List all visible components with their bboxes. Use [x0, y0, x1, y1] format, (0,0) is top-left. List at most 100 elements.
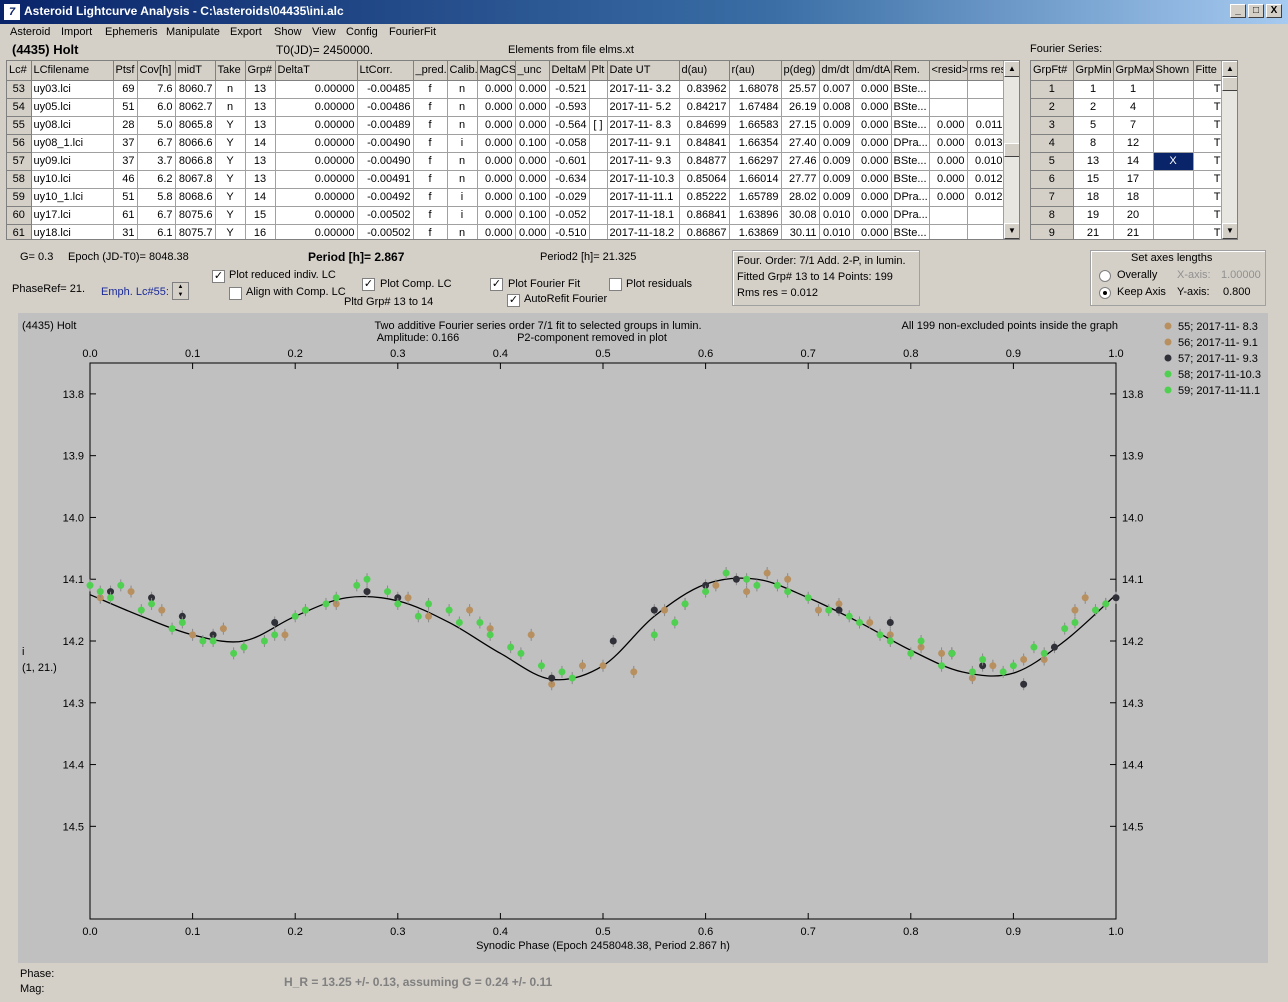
table-cell[interactable]: 2017-11- 8.3 [607, 116, 680, 135]
table-cell[interactable]: 2017-11- 5.2 [607, 98, 680, 117]
column-header[interactable]: rms res [967, 61, 1006, 81]
menu-export[interactable]: Export [230, 26, 262, 38]
table-row[interactable]: 7 18 18 T [1031, 188, 1224, 207]
column-header[interactable]: LtCorr. [357, 61, 414, 81]
table-cell[interactable]: 8068.6 [175, 188, 216, 207]
table-cell[interactable]: 55 [7, 116, 32, 135]
table-cell[interactable]: 13 [245, 152, 276, 171]
table-cell[interactable]: 0.000 [477, 134, 516, 153]
table-cell[interactable]: 0.009 [819, 152, 854, 171]
table-cell[interactable]: 2 [1031, 98, 1074, 117]
table-cell[interactable]: 0.84877 [679, 152, 730, 171]
table-cell[interactable]: BSte... [891, 98, 930, 117]
table-cell[interactable]: 3 [1031, 116, 1074, 135]
table-cell[interactable]: 37 [113, 152, 138, 171]
table-cell[interactable]: 2 [1073, 98, 1114, 117]
column-header[interactable]: GrpFt# [1031, 61, 1074, 81]
menu-manipulate[interactable]: Manipulate [166, 26, 220, 38]
table-cell[interactable]: f [413, 188, 448, 207]
table-cell[interactable]: 0.000 [929, 170, 968, 189]
column-header[interactable]: Take [215, 61, 246, 81]
table-cell[interactable]: 0.010 [819, 224, 854, 239]
table-cell[interactable]: 21 [1113, 224, 1154, 239]
table-cell[interactable]: i [447, 188, 478, 207]
table-cell[interactable]: 0.008 [819, 98, 854, 117]
table-cell[interactable]: 53 [7, 80, 32, 99]
table-cell[interactable]: 1.66583 [729, 116, 782, 135]
table-cell[interactable]: 0.009 [819, 116, 854, 135]
table-cell[interactable]: -0.052 [549, 206, 590, 225]
table-cell[interactable]: -0.601 [549, 152, 590, 171]
table-cell[interactable]: 1 [1031, 80, 1074, 99]
table-cell[interactable]: 3.7 [137, 152, 176, 171]
column-header[interactable]: Ptsf [113, 61, 138, 81]
table-cell[interactable]: 0.000 [477, 170, 516, 189]
table-cell[interactable]: 0.000 [515, 80, 550, 99]
table-cell[interactable]: uy03.lci [31, 80, 114, 99]
table-cell[interactable]: -0.058 [549, 134, 590, 153]
table-cell[interactable]: 0.84699 [679, 116, 730, 135]
table-cell[interactable]: 1.63896 [729, 206, 782, 225]
table-cell[interactable]: [ ] [589, 116, 608, 135]
column-header[interactable]: Rem. [891, 61, 930, 81]
table-cell[interactable]: T [1193, 170, 1224, 189]
table-cell[interactable]: 0.100 [515, 188, 550, 207]
plot-residuals-checkbox[interactable] [609, 278, 622, 291]
table-cell[interactable]: -0.634 [549, 170, 590, 189]
table-cell[interactable]: 0.000 [853, 116, 892, 135]
table-cell[interactable] [589, 170, 608, 189]
table-cell[interactable]: 13 [245, 98, 276, 117]
table-cell[interactable]: 6.1 [137, 224, 176, 239]
column-header[interactable]: DeltaT [275, 61, 358, 81]
menu-config[interactable]: Config [346, 26, 378, 38]
table-cell[interactable]: -0.00502 [357, 206, 414, 225]
table-cell[interactable]: 1.65789 [729, 188, 782, 207]
table-cell[interactable]: 58 [7, 170, 32, 189]
table-cell[interactable]: -0.00486 [357, 98, 414, 117]
table-cell[interactable]: 0.000 [515, 224, 550, 239]
table-cell[interactable]: n [447, 224, 478, 239]
column-header[interactable]: dm/dt [819, 61, 854, 81]
table-cell[interactable]: 0.000 [477, 206, 516, 225]
column-header[interactable]: _pred. [413, 61, 448, 81]
table-row[interactable]: 8 19 20 T [1031, 206, 1224, 225]
table-cell[interactable] [589, 152, 608, 171]
table-cell[interactable]: -0.00489 [357, 116, 414, 135]
menu-asteroid[interactable]: Asteroid [10, 26, 51, 38]
table-row[interactable]: 9 21 21 T [1031, 224, 1224, 239]
table-cell[interactable]: 2017-11-18.1 [607, 206, 680, 225]
table-cell[interactable]: 0.000 [477, 98, 516, 117]
table-cell[interactable]: n [447, 152, 478, 171]
table-cell[interactable]: 0.000 [477, 80, 516, 99]
table-cell[interactable]: 0.000 [477, 116, 516, 135]
table-cell[interactable]: 27.15 [781, 116, 820, 135]
table-row[interactable]: 6 15 17 T [1031, 170, 1224, 189]
table-cell[interactable]: 69 [113, 80, 138, 99]
column-header[interactable]: Shown [1153, 61, 1194, 81]
plot-reduced-checkbox[interactable]: ✓ [212, 270, 225, 283]
table-cell[interactable]: 6.2 [137, 170, 176, 189]
table-cell[interactable] [589, 98, 608, 117]
table-cell[interactable]: 17 [1113, 170, 1154, 189]
table-cell[interactable]: 18 [1073, 188, 1114, 207]
table-cell[interactable]: 0.00000 [275, 134, 358, 153]
table-cell[interactable]: DPra... [891, 188, 930, 207]
spin-up-icon[interactable]: ▲ [177, 284, 184, 290]
table-cell[interactable]: uy08_1.lci [31, 134, 114, 153]
table-cell[interactable]: f [413, 224, 448, 239]
table-cell[interactable] [1153, 188, 1194, 207]
table-cell[interactable]: 1.67484 [729, 98, 782, 117]
spin-down-icon[interactable]: ▼ [177, 292, 184, 298]
menu-fourierfit[interactable]: FourierFit [389, 26, 437, 38]
table-cell[interactable]: T [1193, 152, 1224, 171]
table-cell[interactable]: 51 [113, 98, 138, 117]
table-cell[interactable]: uy08.lci [31, 116, 114, 135]
table-cell[interactable]: 1.66014 [729, 170, 782, 189]
table-cell[interactable]: 0.000 [515, 98, 550, 117]
table-cell[interactable]: 5 [1073, 116, 1114, 135]
table-cell[interactable]: 0.007 [819, 80, 854, 99]
table-row[interactable]: 58 uy10.lci 46 6.2 8067.8 Y 13 0.00000 -0.00491 f… [7, 170, 1006, 189]
table-cell[interactable]: -0.00502 [357, 224, 414, 239]
table-cell[interactable]: 0.86841 [679, 206, 730, 225]
table-cell[interactable]: 0.000 [853, 80, 892, 99]
